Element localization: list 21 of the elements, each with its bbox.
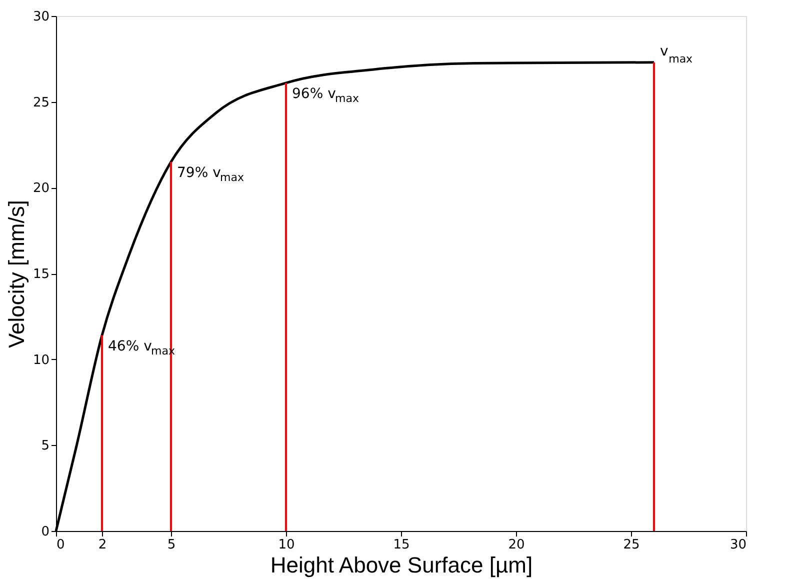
x-axis-title: Height Above Surface [µm]	[270, 552, 533, 578]
bar	[653, 62, 655, 531]
y-tick-label: 25	[32, 95, 50, 110]
y-tick-label: 15	[32, 267, 50, 282]
y-axis-title: Velocity [mm/s]	[4, 200, 29, 348]
bar	[170, 162, 172, 531]
x-tick-label: 5	[167, 538, 176, 552]
y-tick-label: 30	[32, 10, 50, 24]
x-tick-label: 10	[278, 538, 295, 552]
x-tick-label: 2	[98, 538, 107, 552]
y-tick-label: 5	[41, 438, 50, 454]
x-tick-label: 25	[623, 538, 640, 552]
x-tick-label: 30	[730, 538, 746, 552]
x-tick-label: 0	[56, 538, 65, 552]
y-tick-label: 20	[32, 181, 50, 196]
x-tick-label: 15	[393, 538, 410, 552]
x-tick-label: 20	[508, 538, 525, 552]
y-tick-label: 10	[32, 352, 50, 368]
bar	[285, 82, 287, 531]
bar	[101, 335, 103, 531]
y-tick-label: 0	[41, 524, 50, 540]
